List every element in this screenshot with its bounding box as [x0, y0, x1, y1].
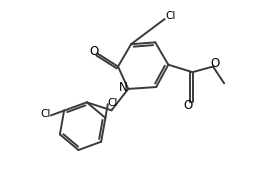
Text: Cl: Cl — [40, 109, 51, 119]
Text: Cl: Cl — [165, 11, 175, 21]
Text: Cl: Cl — [107, 98, 118, 108]
Text: N: N — [119, 81, 127, 94]
Text: O: O — [183, 99, 193, 112]
Text: O: O — [211, 57, 220, 70]
Text: O: O — [89, 45, 99, 58]
